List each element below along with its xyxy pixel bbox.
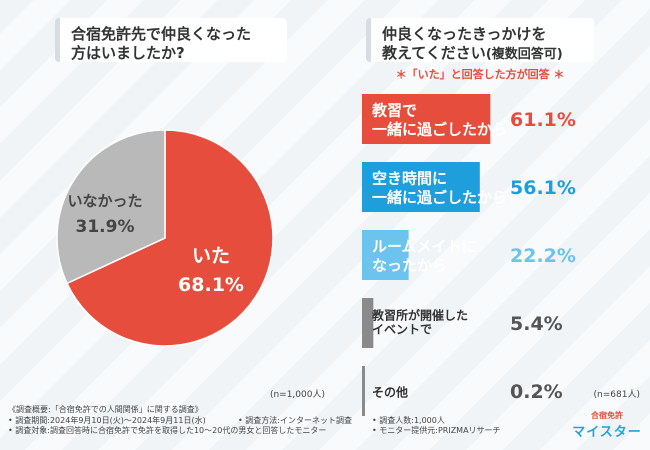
logo-top-text: 合宿免許 — [591, 411, 623, 420]
footer-count: • 調査人数:1,000人 — [372, 415, 445, 425]
footer-summary: 《調査概要:「合宿免許での人間関係」に関する調査》 — [8, 405, 203, 414]
pie-sample-size: (n=1,000人) — [270, 389, 325, 400]
brand-logo: 合宿免許 マイスター — [572, 410, 642, 444]
question-2-box: 仲良くなったきっかけを 教えてください(複数回答可) — [366, 18, 594, 62]
question-1-text: 合宿免許先で仲良くなった 方はいましたか? — [71, 25, 252, 62]
question-2-text: 仲良くなったきっかけを 教えてください(複数回答可) — [382, 25, 563, 62]
bar-value-4: 5.4% — [510, 313, 563, 335]
footer-period: • 調査期間:2024年9月10日(火)〜2024年9月11日(水) — [8, 415, 206, 425]
respondent-note: ＊「いた」と回答した方が回答 ＊ — [395, 68, 565, 81]
pie-chart: いた 68.1% いなかった 31.9% — [56, 129, 274, 347]
pie-slice-no — [56, 129, 166, 285]
bar-label-3: ルームメイトになったから — [372, 237, 477, 274]
logo-bottom-text: マイスター — [572, 425, 642, 440]
question-1-box: 合宿免許先で仲良くなった 方はいましたか? — [55, 18, 287, 62]
pie-value-yes: 68.1% — [178, 274, 244, 296]
pie-value-no: 31.9% — [76, 217, 135, 237]
bar-5 — [362, 366, 365, 416]
bar-label-4: 教習所が開催したイベントで — [371, 307, 468, 336]
bar-sample-size: (n=681人) — [594, 389, 640, 400]
bar-value-2: 56.1% — [510, 177, 576, 199]
pie-label-yes: いた — [192, 245, 230, 267]
survey-footer: 《調査概要:「合宿免許での人間関係」に関する調査》 • 調査期間:2024年9月… — [8, 405, 326, 437]
bar-4 — [362, 298, 374, 348]
footer-provider: • モニター提供元:PRIZMAリサーチ — [372, 426, 501, 435]
bar-value-3: 22.2% — [510, 245, 576, 267]
bar-2 — [362, 162, 480, 212]
bar-value-1: 61.1% — [510, 109, 576, 131]
pie-label-no: いなかった — [67, 192, 142, 210]
bar-value-5: 0.2% — [510, 381, 563, 403]
bar-label-1: 教習で一緒に過ごしたから — [371, 101, 507, 138]
bar-chart: 教習で一緒に過ごしたから 61.1% 空き時間に一緒に過ごしたから 56.1% ルームメ… — [362, 94, 576, 416]
bar-label-2: 空き時間に一緒に過ごしたから — [372, 169, 507, 206]
footer-target: • 調査対象:調査回答時に合宿免許で免許を取得した10〜20代の男女と回答したモ… — [8, 426, 327, 435]
bar-1 — [362, 94, 491, 144]
bar-3 — [362, 230, 409, 280]
pie-slice-yes — [65, 129, 274, 347]
bar-label-5: その他 — [372, 384, 408, 399]
footer-method: • 調査方法:インターネット調査 — [238, 415, 352, 425]
